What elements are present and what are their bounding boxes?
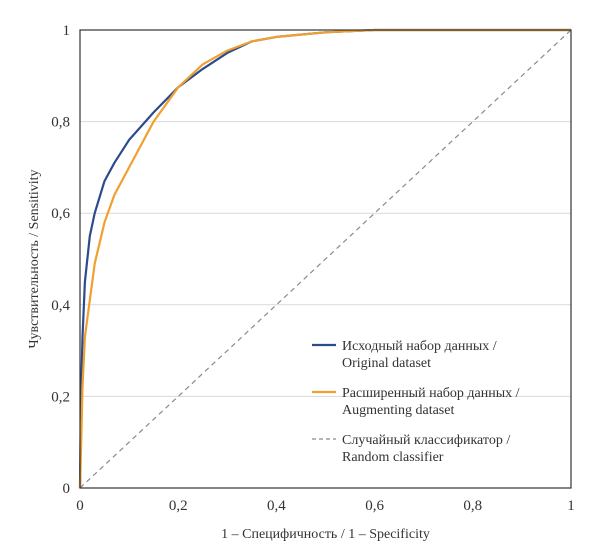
plot-frame: [79, 29, 572, 489]
x-tick-label-2: 0,4: [267, 498, 286, 514]
x-tick-label-4: 0,8: [463, 498, 482, 514]
legend-label-0: Исходный набор данных /: [342, 339, 497, 354]
y-axis-title: Чувствительность / Sensitivity: [27, 169, 42, 348]
x-axis-title: 1 – Специфичность / 1 – Specificity: [221, 527, 430, 542]
x-tick-label-0: 0: [76, 498, 84, 514]
legend-label-line2-2: Random classifier: [342, 450, 444, 465]
series-line-2: [79, 29, 572, 489]
x-tick-label-3: 0,6: [365, 498, 384, 514]
legend-label-line2-0: Original dataset: [342, 356, 431, 371]
y-tick-label-4: 0,8: [51, 115, 70, 131]
x-tick-label-1: 0,2: [169, 498, 188, 514]
y-tick-label-2: 0,4: [51, 298, 70, 314]
y-tick-label-1: 0,2: [51, 389, 70, 405]
legend-label-1: Расширенный набор данных /: [342, 386, 520, 401]
legend: Исходный набор данных / Original dataset Р…: [312, 339, 520, 465]
y-tick-label-5: 1: [63, 23, 71, 39]
grid-lines: [80, 121, 571, 397]
legend-label-line2-1: Augmenting dataset: [342, 403, 454, 418]
legend-label-2: Случайный классификатор /: [342, 433, 510, 448]
x-axis-ticks: 0 0,2 0,4 0,6 0,8 1: [76, 498, 575, 514]
x-tick-label-5: 1: [567, 498, 575, 514]
series-layer: [78, 28, 572, 489]
y-axis-ticks: 0 0,2 0,4 0,6 0,8 1: [51, 23, 70, 497]
y-tick-label-3: 0,6: [51, 206, 70, 222]
y-tick-label-0: 0: [63, 481, 71, 497]
